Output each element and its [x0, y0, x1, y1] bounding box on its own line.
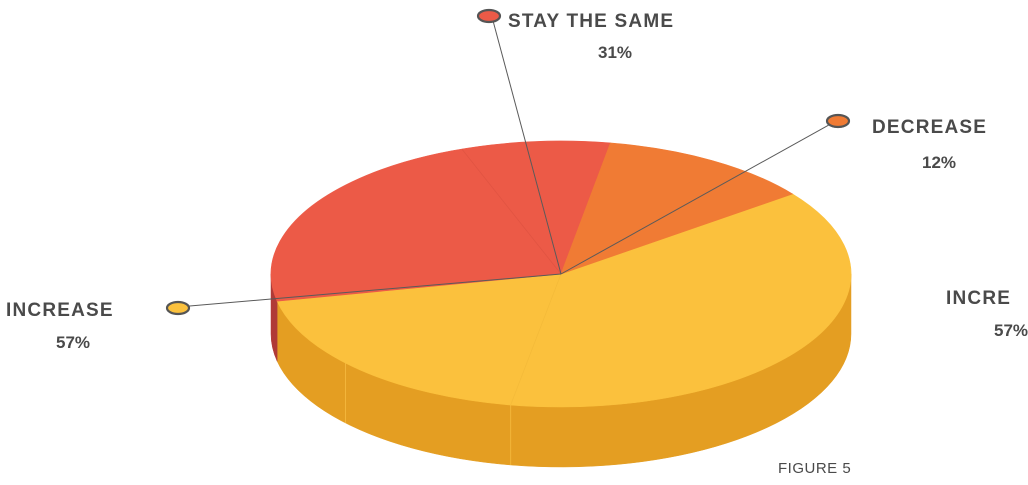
- marker-increase: [165, 300, 191, 316]
- value-increase: 57%: [56, 333, 90, 352]
- leader-line-stay-the-same: [491, 16, 562, 275]
- pie-slice-stay-the-same: [270, 140, 611, 302]
- value-decrease: 12%: [922, 153, 956, 172]
- label-increase-cropped: INCRE: [946, 288, 1011, 309]
- pie-top-seam-0: [510, 273, 562, 406]
- callout-markers: [165, 8, 851, 316]
- pie-slice-increase: [276, 193, 852, 408]
- label-stay-the-same: STAY THE SAME: [508, 11, 674, 32]
- marker-stay-the-same: [476, 8, 502, 24]
- leader-lines: [177, 16, 837, 308]
- leader-line-increase: [177, 273, 562, 308]
- figure-caption: FIGURE 5: [778, 460, 851, 477]
- label-decrease: DECREASE: [872, 117, 987, 138]
- label-increase: INCREASE: [6, 300, 114, 321]
- leader-line-decrease: [560, 120, 837, 275]
- value-stay-the-same: 31%: [598, 43, 632, 62]
- pie-3d-group: [270, 140, 852, 468]
- marker-decrease: [825, 113, 851, 129]
- pie-top-seam-1: [461, 148, 562, 275]
- pie-top-faces: [270, 140, 852, 408]
- value-increase-cropped: 57%: [994, 321, 1028, 340]
